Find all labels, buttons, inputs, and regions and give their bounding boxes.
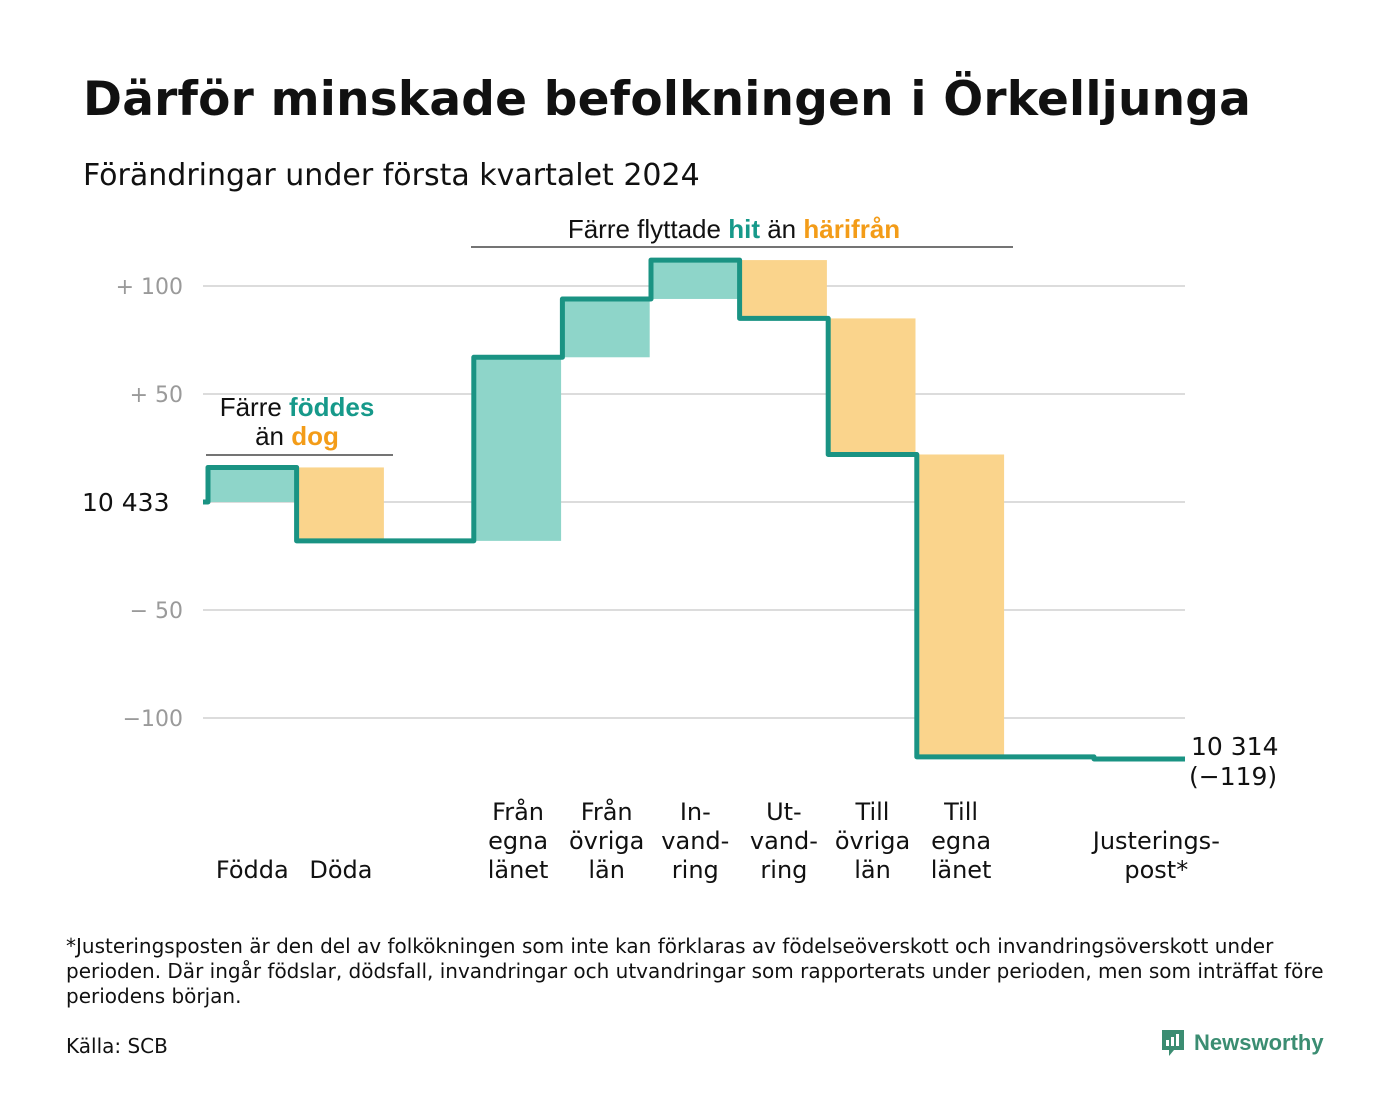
births-annotation-text: Färre föddes [220,392,375,422]
decrease-bar [918,454,1005,757]
category-label: In- [680,798,711,826]
waterfall-chart: + 100+ 50− 50−100 Födda DödaFrånegnalänet… [82,214,1278,884]
category-label: Födda [216,856,289,884]
increase-bar [475,357,562,541]
y-tick-label: + 100 [116,275,183,300]
moves-annotation-segment: än [760,214,796,244]
decrease-bar [740,260,827,319]
category-label: egna [488,827,548,855]
moves-annotation-text: Färre flyttade hit än härifrån [568,214,900,244]
category-labels: Födda DödaFrånegnalänetFrånövrigalänIn-va… [216,797,1220,884]
decrease-bar [297,467,384,541]
births-annotation-text: än dog [255,421,339,451]
births-annotation-segment: föddes [282,392,374,422]
y-tick-label: + 50 [130,383,183,408]
increase-bar [209,467,296,502]
y-tick-labels: + 100 + 50 − 50 −100 [116,275,183,732]
newsworthy-logo-icon [1162,1030,1184,1056]
category-label: län [588,856,625,884]
population-level-line [203,257,1186,762]
bars [209,260,1005,757]
page-subtitle: Förändringar under första kvartalet 2024 [83,158,700,193]
brand[interactable]: Newsworthy [1160,1028,1324,1058]
category-label: ring [672,856,719,884]
end-change-label: (−119) [1189,762,1277,791]
increase-bar [652,260,739,299]
moves-annotation-segment: Färre flyttade [568,214,721,244]
category-label: Döda [309,856,372,884]
increase-bar [563,298,650,358]
category-label: Till [855,798,890,826]
start-value-label: 10 433 [82,488,169,517]
category-label: Från [492,797,544,826]
moves-annotation-segment: hit [721,214,760,244]
source-label: Källa: SCB [66,1034,168,1058]
births-annotation-segment: Färre [220,392,282,422]
decrease-bar [829,318,916,455]
category-label: Till [943,798,978,826]
category-label: övriga [835,827,910,855]
page-title: Därför minskade befolkningen i Örkelljun… [83,72,1252,127]
category-label: Från [581,797,633,826]
level-line [203,257,1186,762]
category-label: Ut- [766,798,802,826]
category-label: övriga [569,827,644,855]
category-label: vand- [750,827,818,855]
births-annotation-segment: dog [284,421,339,451]
category-label: länet [931,856,992,884]
category-label: ring [760,856,807,884]
category-label: län [854,856,891,884]
category-label: egna [931,827,991,855]
births-annotation-segment: än [255,421,284,451]
category-label: vand- [661,827,729,855]
moves-annotation-segment: härifrån [796,214,900,244]
category-label: Justerings- [1091,827,1220,855]
y-tick-label: −100 [123,707,183,732]
category-label: länet [488,856,549,884]
category-label: post* [1124,856,1188,884]
y-tick-label: − 50 [130,599,183,624]
footnote: *Justeringsposten är den del av folkökni… [66,934,1324,1008]
value-labels: 10 433 10 314(−119) [82,488,1278,791]
end-value-label: 10 314 [1191,732,1278,761]
brand-name: Newsworthy [1194,1030,1324,1055]
